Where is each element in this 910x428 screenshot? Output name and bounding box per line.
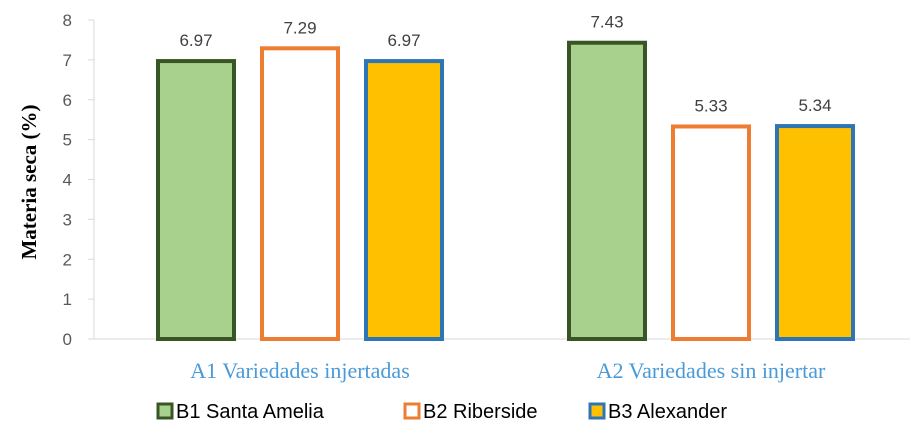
bar bbox=[671, 124, 751, 341]
legend: B1 Santa Amelia B2 Riberside B3 Alexander bbox=[156, 401, 727, 423]
y-tick-label: 2 bbox=[63, 250, 72, 269]
legend-label: B2 Riberside bbox=[423, 401, 538, 423]
y-tick-label: 4 bbox=[63, 171, 72, 190]
legend-label: B3 Alexander bbox=[608, 401, 727, 423]
data-label: 7.29 bbox=[283, 18, 316, 37]
x-category-label: A1 Variedades injertadas bbox=[190, 358, 410, 383]
data-label: 7.43 bbox=[590, 13, 623, 32]
bar bbox=[260, 46, 340, 341]
bar bbox=[567, 40, 647, 341]
data-label: 5.33 bbox=[694, 96, 727, 115]
y-axis-title: Materia seca (%) bbox=[17, 104, 41, 259]
legend-swatch bbox=[156, 402, 174, 420]
legend-swatch bbox=[403, 402, 421, 420]
data-label: 5.34 bbox=[798, 96, 831, 115]
bar bbox=[775, 124, 855, 341]
axis-layer: 0 1 2 3 4 5 6 7 8 A1 Variedades injertadas A2 Vari… bbox=[63, 11, 910, 383]
data-labels-layer: 6.97 7.43 7.29 5.33 6.97 5.34 bbox=[179, 13, 831, 116]
y-tick-label: 7 bbox=[63, 51, 72, 70]
x-category-label: A2 Variedades sin injertar bbox=[597, 358, 826, 383]
y-tick-label: 3 bbox=[63, 210, 72, 229]
bar bbox=[364, 59, 444, 341]
legend-swatch bbox=[588, 402, 606, 420]
y-tick-label: 5 bbox=[63, 131, 72, 150]
bar bbox=[156, 59, 236, 341]
y-tick-label: 6 bbox=[63, 91, 72, 110]
y-tick-label: 8 bbox=[63, 11, 72, 30]
y-tick-label: 0 bbox=[63, 330, 72, 349]
data-label: 6.97 bbox=[179, 31, 212, 50]
legend-label: B1 Santa Amelia bbox=[176, 401, 325, 423]
bars-layer bbox=[156, 40, 855, 341]
data-label: 6.97 bbox=[387, 31, 420, 50]
y-tick-label: 1 bbox=[63, 290, 72, 309]
